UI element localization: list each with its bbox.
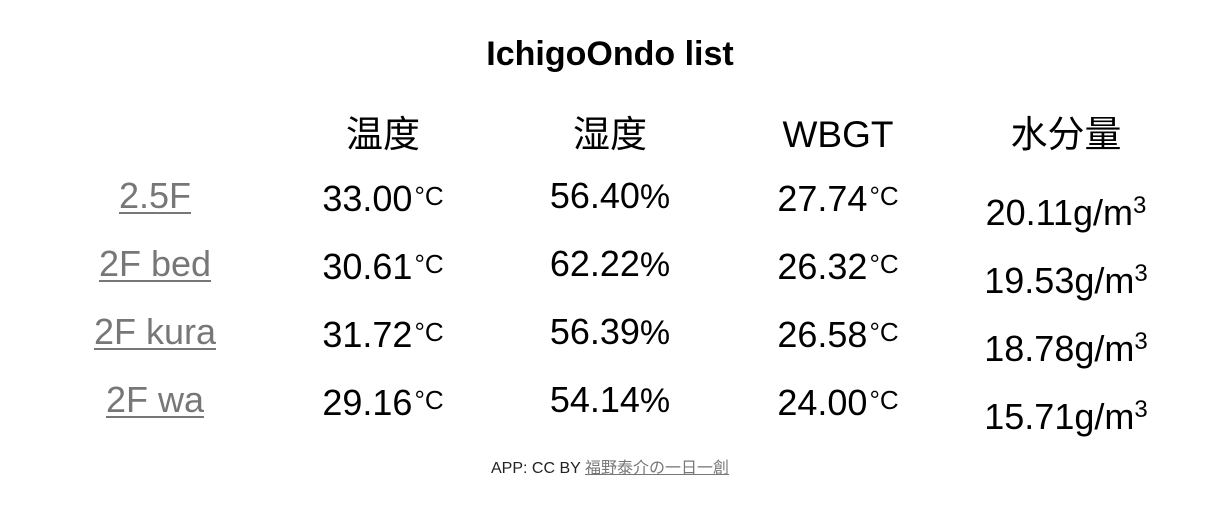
header-water: 水分量: [1010, 114, 1122, 155]
table-row-name: 2.5F: [40, 174, 270, 218]
water-unit-exponent: 3: [1134, 328, 1148, 355]
temperature-cell: 29.16°C: [268, 378, 498, 425]
temperature-value: 30.61: [322, 246, 413, 287]
wbgt-value: 26.32: [777, 246, 868, 287]
humidity-cell: 54.14%: [495, 378, 725, 423]
temperature-cell: 31.72°C: [268, 310, 498, 357]
table-row-name: 2F kura: [40, 310, 270, 354]
water-unit-exponent: 3: [1134, 260, 1148, 287]
water-value: 18.78: [984, 328, 1075, 369]
header-wbgt: WBGT: [782, 114, 894, 155]
wbgt-value: 24.00: [777, 382, 868, 423]
water-unit: g/m: [1074, 396, 1135, 437]
humidity-cell: 62.22%: [495, 242, 725, 287]
humidity-value: 56.39: [549, 311, 640, 352]
wbgt-cell: 24.00°C: [723, 378, 953, 425]
wbgt-cell: 27.74°C: [723, 174, 953, 221]
place-link[interactable]: 2F bed: [98, 243, 212, 284]
water-value: 20.11: [985, 192, 1074, 233]
water-cell: 15.71g/m3: [951, 378, 1181, 437]
humidity-unit: %: [639, 178, 671, 216]
water-cell: 18.78g/m3: [951, 310, 1181, 369]
page-title: IchigoOndo list: [486, 35, 734, 73]
water-value: 19.53: [984, 260, 1075, 301]
humidity-cell: 56.40%: [495, 174, 725, 219]
humidity-unit: %: [639, 314, 671, 352]
temperature-cell: 30.61°C: [268, 242, 498, 289]
humidity-unit: %: [639, 246, 671, 284]
wbgt-cell: 26.58°C: [723, 310, 953, 357]
humidity-value: 56.40: [549, 175, 640, 216]
water-value: 15.71: [984, 396, 1075, 437]
footer: APP: CC BY 福野泰介の一日一創: [0, 457, 1220, 481]
water-unit: g/m: [1074, 328, 1135, 369]
water-cell: 19.53g/m3: [951, 242, 1181, 301]
author-link[interactable]: 福野泰介の一日一創: [584, 460, 729, 477]
place-link[interactable]: 2F kura: [93, 311, 217, 352]
table-row-name: 2F bed: [40, 242, 270, 286]
water-unit-exponent: 3: [1134, 396, 1148, 423]
wbgt-unit: °C: [869, 181, 899, 211]
footer-license-text: APP: CC BY: [491, 460, 585, 477]
wbgt-unit: °C: [869, 317, 899, 347]
header-humidity: 湿度: [573, 114, 647, 155]
temperature-value: 29.16: [322, 382, 413, 423]
place-link[interactable]: 2F wa: [105, 379, 205, 420]
humidity-cell: 56.39%: [495, 310, 725, 355]
temperature-cell: 33.00°C: [268, 174, 498, 221]
temperature-unit: °C: [414, 181, 444, 211]
table-row-name: 2F wa: [40, 378, 270, 422]
temperature-unit: °C: [414, 317, 444, 347]
temperature-unit: °C: [414, 249, 444, 279]
wbgt-value: 26.58: [777, 314, 868, 355]
temperature-unit: °C: [414, 385, 444, 415]
water-unit: g/m: [1074, 260, 1135, 301]
header-temperature: 温度: [346, 114, 420, 155]
wbgt-value: 27.74: [777, 178, 868, 219]
temperature-value: 33.00: [322, 178, 413, 219]
wbgt-cell: 26.32°C: [723, 242, 953, 289]
humidity-value: 62.22: [549, 243, 640, 284]
humidity-unit: %: [639, 382, 671, 420]
wbgt-unit: °C: [869, 385, 899, 415]
water-cell: 20.11g/m3: [951, 174, 1181, 233]
water-unit: g/m: [1073, 192, 1134, 233]
humidity-value: 54.14: [549, 379, 640, 420]
temperature-value: 31.72: [322, 314, 413, 355]
wbgt-unit: °C: [869, 249, 899, 279]
water-unit-exponent: 3: [1133, 192, 1147, 219]
place-link[interactable]: 2.5F: [118, 175, 192, 216]
